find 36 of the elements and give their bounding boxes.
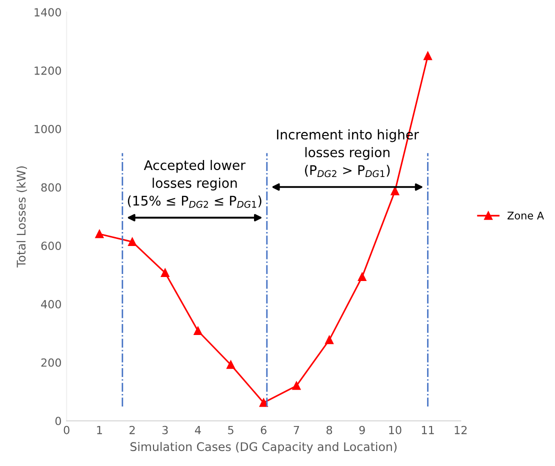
point [226, 360, 235, 369]
y-tick-label: 200 [41, 358, 61, 367]
y-tick-label: 0 [55, 416, 61, 426]
point [292, 382, 301, 390]
x-tick-label: 10 [389, 426, 402, 434]
x-tick-label: 2 [130, 426, 135, 434]
point [390, 186, 400, 196]
x-tick-label: 11 [422, 426, 434, 434]
x-tick-label: 0 [64, 426, 70, 434]
y-axis-title: Total Losses (kW) [16, 166, 28, 268]
point [325, 336, 334, 344]
annotation: Accepted lower losses region (15% ≤ P$_{DG2}$ ≤ P$_{DG1}$) [128, 160, 262, 208]
x-axis-title: Simulation Cases (DG Capacity and Location) [130, 442, 397, 454]
point [128, 238, 136, 246]
y-tick-label: 1200 [34, 66, 61, 75]
y-tick-label: 600 [41, 242, 61, 250]
x-tick-label: 5 [228, 426, 234, 434]
x-tick-label: 12 [454, 426, 467, 434]
y-tick-label: 1400 [34, 8, 61, 16]
x-tick-label: 3 [162, 426, 168, 434]
point [160, 268, 170, 277]
point [358, 272, 366, 282]
y-tick-label: 1000 [34, 124, 61, 134]
point [194, 326, 202, 336]
y-tick-label: 400 [41, 300, 61, 308]
point [95, 230, 104, 238]
x-tick-label: 7 [294, 426, 300, 434]
x-tick-label: 8 [326, 426, 332, 434]
x-tick-label: 1 [97, 426, 102, 434]
point [259, 398, 268, 407]
x-tick-label: 4 [194, 426, 201, 434]
x-tick-label: 6 [260, 426, 266, 434]
legend-label: Zone A [508, 212, 544, 220]
y-tick-label: 800 [41, 183, 61, 192]
point [424, 52, 432, 60]
x-tick-label: 9 [359, 426, 365, 434]
